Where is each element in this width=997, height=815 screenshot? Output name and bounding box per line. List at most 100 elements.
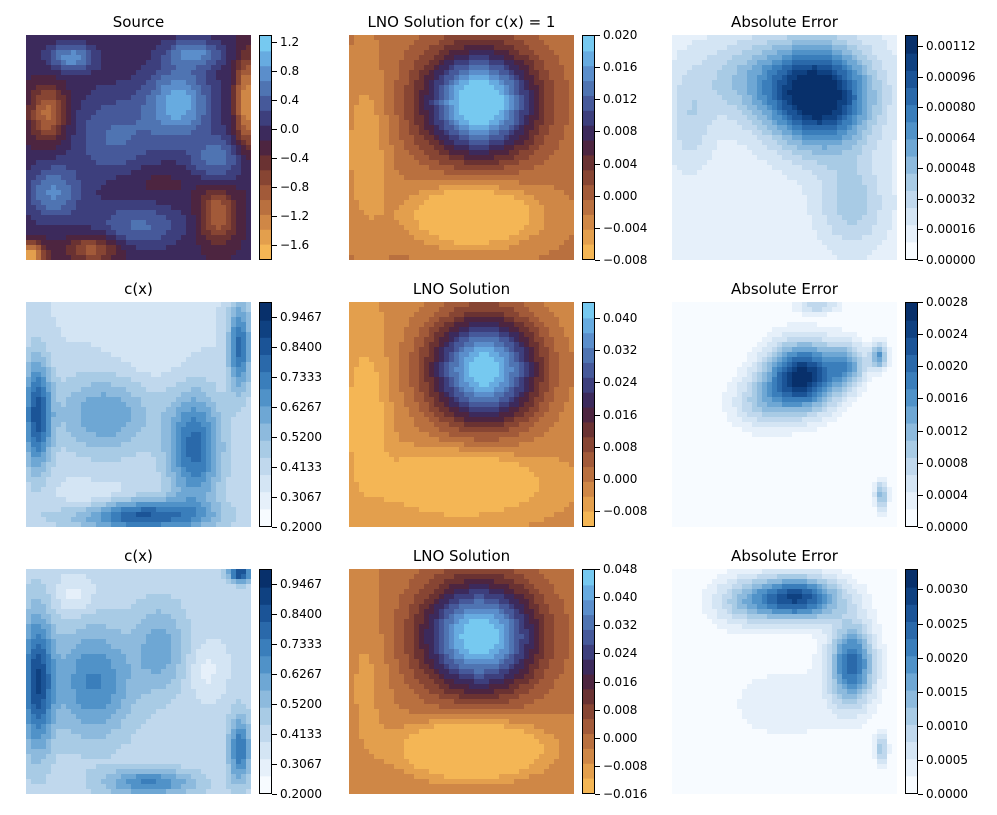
heatmap-cell (424, 165, 430, 171)
heatmap-cell (489, 100, 495, 106)
heatmap-cell (549, 160, 555, 166)
heatmap-cell (424, 210, 430, 216)
heatmap-cell (141, 160, 147, 166)
heatmap-cell (161, 115, 167, 121)
heatmap-cell (489, 50, 495, 56)
heatmap-cell (141, 135, 147, 141)
heatmap-cell (106, 230, 112, 236)
heatmap-cell (867, 110, 873, 116)
heatmap-cell (499, 120, 505, 126)
heatmap-cell (191, 145, 197, 151)
heatmap-cell (389, 195, 395, 201)
heatmap-cell (76, 210, 82, 216)
heatmap-cell (186, 45, 192, 51)
heatmap-cell (236, 155, 242, 161)
heatmap-cell (176, 135, 182, 141)
heatmap-cell (504, 130, 510, 136)
heatmap-cell (96, 55, 102, 61)
heatmap-cell (181, 45, 187, 51)
heatmap-cell (349, 170, 355, 176)
heatmap-cell (246, 225, 251, 231)
heatmap-cell (206, 115, 212, 121)
heatmap-cell (464, 115, 470, 121)
heatmap-cell (529, 175, 535, 181)
heatmap-cell (847, 105, 853, 111)
heatmap-cell (231, 245, 237, 251)
heatmap-cell (226, 210, 232, 216)
heatmap-cell (419, 240, 425, 246)
heatmap-cell (354, 120, 360, 126)
heatmap-cell (529, 50, 535, 56)
heatmap-cell (419, 110, 425, 116)
heatmap-cell (46, 60, 52, 66)
heatmap-cell (887, 45, 893, 51)
heatmap-cell (702, 80, 708, 86)
heatmap-cell (111, 160, 117, 166)
heatmap-cell (354, 230, 360, 236)
heatmap-cell (767, 50, 773, 56)
heatmap-cell (349, 85, 355, 91)
heatmap-cell (752, 90, 758, 96)
heatmap-cell (489, 35, 495, 41)
panel-title: LNO Solution for c(x) = 1 (367, 13, 556, 31)
heatmap-cell (499, 45, 505, 51)
heatmap-cell (111, 205, 117, 211)
heatmap-cell (534, 120, 540, 126)
heatmap-cell (837, 65, 843, 71)
heatmap-cell (554, 40, 560, 46)
heatmap-cell (479, 175, 485, 181)
heatmap-cell (374, 210, 380, 216)
heatmap-cell (349, 95, 355, 101)
heatmap-cell (246, 125, 251, 131)
heatmap-cell (449, 50, 455, 56)
heatmap-cell (211, 170, 217, 176)
heatmap-cell (56, 160, 62, 166)
heatmap-cell (544, 180, 550, 186)
heatmap-cell (146, 40, 152, 46)
heatmap-cell (464, 125, 470, 131)
heatmap-cell (246, 180, 251, 186)
heatmap-cell (712, 85, 718, 91)
heatmap-cell (141, 155, 147, 161)
heatmap-cell (544, 85, 550, 91)
heatmap-cell (86, 115, 92, 121)
heatmap-cell (489, 110, 495, 116)
heatmap-cell (702, 125, 708, 131)
heatmap-cell (549, 255, 555, 260)
heatmap-cell (697, 65, 703, 71)
heatmap-cell (171, 200, 177, 206)
heatmap-cell (186, 65, 192, 71)
heatmap-cell (394, 150, 400, 156)
heatmap-cell (106, 80, 112, 86)
heatmap-cell (176, 55, 182, 61)
heatmap-cell (489, 210, 495, 216)
heatmap-cell (504, 40, 510, 46)
heatmap-cell (797, 60, 803, 66)
heatmap-cell (161, 80, 167, 86)
heatmap-cell (31, 105, 37, 111)
heatmap-cell (354, 195, 360, 201)
heatmap-cell (534, 40, 540, 46)
heatmap-cell (519, 115, 525, 121)
heatmap-cell (81, 180, 87, 186)
heatmap-cell (464, 45, 470, 51)
heatmap-cell (349, 80, 355, 86)
heatmap-cell (504, 145, 510, 151)
heatmap-cell (221, 110, 227, 116)
heatmap-cell (394, 125, 400, 131)
heatmap-cell (136, 195, 142, 201)
heatmap-cell (136, 140, 142, 146)
heatmap-cell (364, 205, 370, 211)
heatmap-cell (439, 190, 445, 196)
heatmap-cell (479, 225, 485, 231)
heatmap-cell (569, 60, 574, 66)
heatmap-cell (519, 125, 525, 131)
heatmap-cell (554, 75, 560, 81)
heatmap-cell (196, 185, 202, 191)
heatmap-cell (71, 205, 77, 211)
heatmap-cell (206, 185, 212, 191)
heatmap-cell (489, 65, 495, 71)
heatmap-cell (692, 60, 698, 66)
colorbar-tick-label: −0.8 (280, 180, 310, 195)
heatmap-cell (409, 155, 415, 161)
